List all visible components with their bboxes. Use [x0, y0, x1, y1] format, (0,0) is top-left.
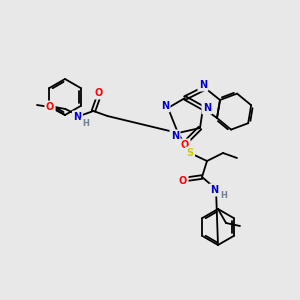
Text: N: N: [73, 112, 82, 122]
Text: N: N: [161, 101, 169, 111]
Text: O: O: [94, 88, 103, 98]
Text: N: N: [210, 185, 218, 195]
Text: H: H: [82, 118, 89, 127]
Text: O: O: [179, 176, 187, 186]
Text: N: N: [199, 80, 207, 90]
Text: H: H: [220, 190, 227, 200]
Text: S: S: [186, 148, 194, 158]
Text: N: N: [203, 103, 211, 113]
Text: N: N: [171, 131, 179, 141]
Text: O: O: [181, 140, 189, 150]
Text: O: O: [46, 102, 54, 112]
